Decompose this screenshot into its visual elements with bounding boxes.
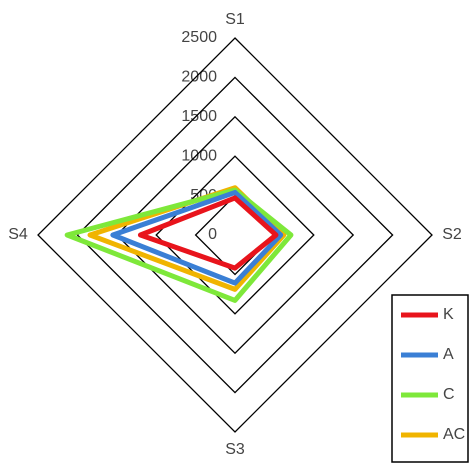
series-polygon — [137, 195, 279, 271]
grid-ring — [76, 76, 394, 394]
axis-label: S3 — [225, 441, 245, 458]
grid-ring — [115, 115, 355, 355]
legend-label: C — [443, 386, 455, 403]
tick-label: 1500 — [181, 108, 217, 125]
tick-label: 1000 — [181, 147, 217, 164]
tick-label: 2500 — [181, 29, 217, 46]
axis-label: S4 — [8, 226, 28, 243]
legend-label: AC — [443, 426, 465, 443]
legend-label: K — [443, 306, 454, 323]
tick-label: 2000 — [181, 69, 217, 86]
legend-label: A — [443, 346, 454, 363]
axis-label: S1 — [225, 11, 245, 28]
series-polygon — [64, 187, 294, 303]
axis-label: S2 — [442, 226, 462, 243]
series-polygon — [110, 189, 284, 286]
tick-label: 0 — [208, 226, 217, 243]
grid-ring — [37, 37, 433, 433]
